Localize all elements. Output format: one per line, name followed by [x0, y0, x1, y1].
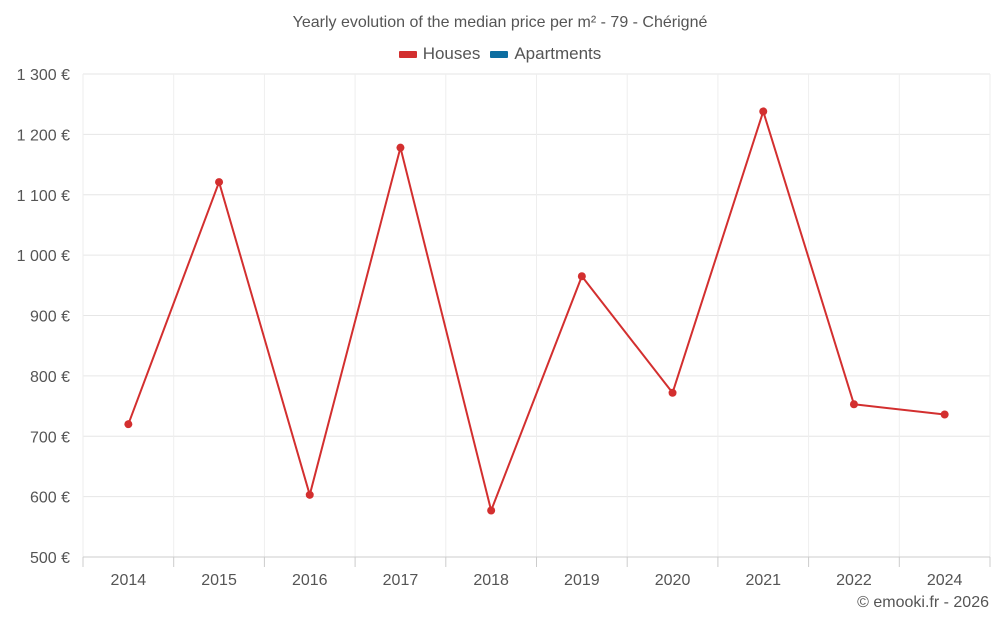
data-point[interactable] [487, 506, 496, 515]
legend-label-houses: Houses [422, 44, 481, 63]
y-tick-label: 800 € [30, 369, 70, 386]
x-tick-label: 2018 [473, 572, 509, 589]
data-point[interactable] [124, 420, 133, 429]
x-tick-label: 2022 [836, 572, 872, 589]
y-tick-label: 1 200 € [17, 127, 70, 144]
y-tick-label: 1 000 € [17, 248, 70, 265]
x-tick-label: 2021 [745, 572, 781, 589]
y-tick-label: 700 € [30, 429, 70, 446]
data-point[interactable] [759, 107, 768, 116]
x-tick-label: 2015 [201, 572, 237, 589]
y-tick-label: 900 € [30, 309, 70, 326]
legend-item-houses[interactable]: Houses [398, 44, 481, 64]
data-point[interactable] [849, 400, 858, 409]
legend: Houses Apartments [0, 44, 1000, 64]
legend-swatch-houses [398, 50, 417, 58]
data-point[interactable] [215, 178, 224, 187]
x-tick-label: 2016 [292, 572, 328, 589]
chart-title: Yearly evolution of the median price per… [292, 14, 708, 31]
y-tick-label: 1 300 € [17, 67, 70, 84]
credits-text[interactable]: © emooki.fr - 2026 [857, 594, 989, 611]
data-point[interactable] [940, 410, 949, 419]
x-tick-label: 2019 [564, 572, 600, 589]
series-line-houses [127, 110, 945, 512]
legend-swatch-apartments [490, 50, 509, 58]
data-point[interactable] [396, 143, 405, 152]
y-tick-label: 1 100 € [17, 188, 70, 205]
y-tick-label: 500 € [30, 550, 70, 567]
y-tick-label: 600 € [30, 490, 70, 507]
x-tick-label: 2024 [927, 572, 963, 589]
x-tick-label: 2017 [383, 572, 419, 589]
legend-item-apartments[interactable]: Apartments [490, 44, 601, 64]
data-point[interactable] [305, 490, 314, 499]
legend-label-apartments: Apartments [514, 44, 602, 63]
x-tick-label: 2020 [655, 572, 691, 589]
x-tick-label: 2014 [111, 572, 147, 589]
data-point[interactable] [577, 272, 586, 281]
data-point[interactable] [668, 388, 677, 397]
